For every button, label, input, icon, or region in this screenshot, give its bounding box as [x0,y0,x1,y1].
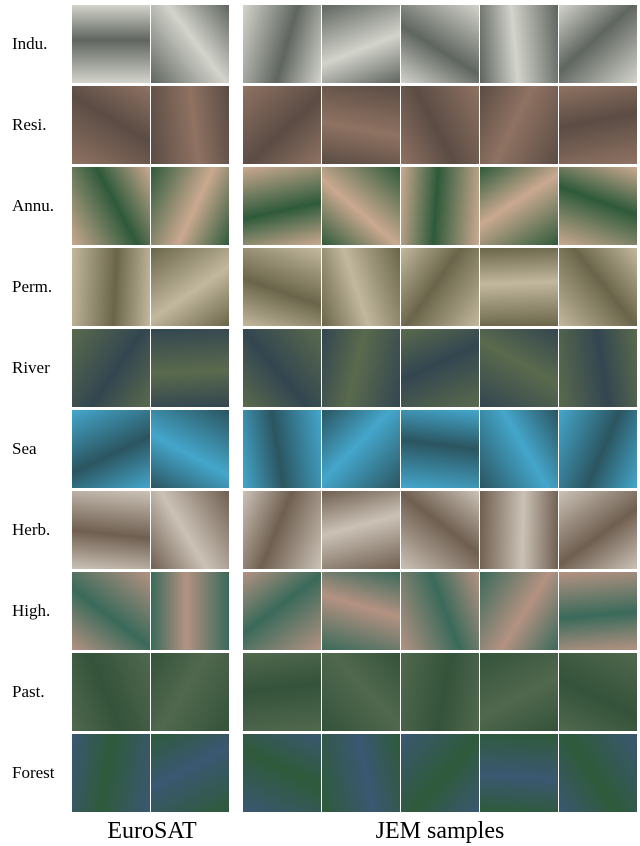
image-tile [243,248,321,326]
image-tile [401,410,479,488]
row-label: Herb. [12,520,51,539]
caption-left: EuroSAT [107,818,197,844]
image-tile [243,86,321,164]
image-tile [72,5,150,83]
image-tile [480,329,558,407]
image-tile [151,329,229,407]
image-tile [322,491,400,569]
image-tile [72,167,150,245]
image-tile [151,5,229,83]
row-label: Indu. [12,34,48,53]
image-tile [243,410,321,488]
image-tile [480,410,558,488]
image-tile [243,572,321,650]
image-tile [243,167,321,245]
image-tile [401,653,479,731]
image-tile [151,653,229,731]
image-tile [322,329,400,407]
image-tile [243,734,321,812]
image-tile [72,248,150,326]
image-tile [322,734,400,812]
image-tile [72,491,150,569]
image-tile [322,248,400,326]
row-label: Sea [12,439,37,458]
row-label: Past. [12,682,45,701]
image-tile [401,491,479,569]
row-label: Annu. [12,196,55,215]
image-tile [559,329,637,407]
image-tile [480,86,558,164]
image-tile [151,491,229,569]
image-tile [72,86,150,164]
image-tile [401,5,479,83]
image-tile [480,167,558,245]
image-tile [322,410,400,488]
row-label: Resi. [12,115,47,134]
image-tile [401,167,479,245]
image-tile [401,572,479,650]
image-tile [480,653,558,731]
image-tile [559,734,637,812]
image-tile [243,329,321,407]
caption-right: JEM samples [375,818,505,844]
image-tile [480,734,558,812]
image-tile [559,653,637,731]
image-tile [559,167,637,245]
image-tile [559,572,637,650]
image-tile [243,653,321,731]
image-tile [401,734,479,812]
image-tile [559,86,637,164]
image-tile [72,329,150,407]
image-tile [480,572,558,650]
image-tile [401,248,479,326]
image-tile [151,248,229,326]
image-tile [322,5,400,83]
image-tile [480,5,558,83]
image-tile [151,734,229,812]
image-tile [151,410,229,488]
image-tile [72,653,150,731]
image-tile [72,572,150,650]
image-tile [322,86,400,164]
row-label: River [12,358,50,377]
image-tile [243,5,321,83]
image-tile [322,572,400,650]
image-tile [480,248,558,326]
image-tile [72,734,150,812]
image-tile [322,653,400,731]
image-tile [401,86,479,164]
image-tile [151,86,229,164]
row-label: High. [12,601,51,620]
image-tile [559,410,637,488]
row-label: Perm. [12,277,53,296]
image-tile [243,491,321,569]
image-tile [72,410,150,488]
image-tile [151,572,229,650]
image-tile [322,167,400,245]
image-tile [559,5,637,83]
row-label: Forest [12,763,55,782]
image-tile [559,248,637,326]
image-tile [151,167,229,245]
image-tile [480,491,558,569]
image-tile [401,329,479,407]
image-tile [559,491,637,569]
